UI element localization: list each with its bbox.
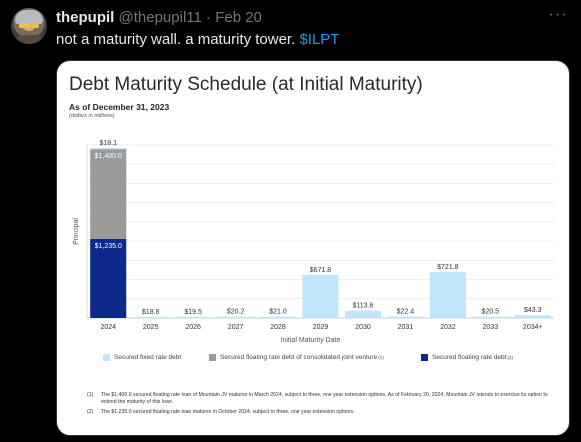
data-label: $18.1: [99, 140, 117, 147]
display-name[interactable]: thepupil: [56, 9, 115, 26]
as-of-date: As of December 31, 2023: [69, 102, 170, 112]
bar-2027-secured-fixed-rate-debt: [217, 316, 254, 318]
bar-2028-secured-fixed-rate-debt: [260, 316, 297, 318]
cashtag-link[interactable]: $ILPT: [299, 31, 340, 48]
data-label: $19.5: [184, 309, 202, 316]
avatar[interactable]: [11, 8, 47, 44]
x-tick-label: 2027: [228, 324, 244, 331]
user-handle[interactable]: @thepupil11: [118, 9, 202, 26]
debt-maturity-chart: $18.1 2024 $18.8 2025 $19.5 2026 $20.2 2027 $21.…: [73, 140, 554, 344]
x-axis-title: Initial Maturity Date: [281, 337, 341, 344]
data-label: $22.4: [397, 309, 415, 316]
data-label: $671.8: [310, 267, 332, 274]
legend-label: Secured floating rate debt of consolidat…: [220, 354, 378, 361]
legend-swatch: [103, 354, 110, 361]
legend-item-floating: Secured floating rate debt (2): [421, 354, 513, 361]
data-label: $18.8: [142, 309, 160, 316]
legend-item-jv: Secured floating rate debt of consolidat…: [209, 354, 384, 361]
data-label: $21.0: [269, 309, 287, 316]
bar-2029-secured-fixed-rate-debt: [302, 274, 339, 318]
legend-label: Secured floating rate debt: [432, 354, 507, 361]
bar-2032-secured-fixed-rate-debt: [429, 271, 466, 318]
footnotes: (1) The $1,400.0 secured floating rate lo…: [87, 392, 557, 419]
data-label: $20.2: [227, 309, 245, 316]
x-tick-label: 2024: [100, 324, 116, 331]
x-tick-label: 2032: [440, 324, 456, 331]
x-tick-label: 2026: [185, 324, 201, 331]
legend-swatch: [209, 354, 216, 361]
data-label: $721.8: [437, 264, 459, 271]
x-tick-label: 2025: [143, 324, 159, 331]
tweet-header: thepupil @thepupil11 · Feb 20: [56, 9, 262, 26]
bar-2031-secured-fixed-rate-debt: [387, 316, 424, 318]
data-label: $43.3: [524, 307, 542, 314]
footnote: (1) The $1,400.0 secured floating rate lo…: [87, 392, 548, 405]
bar-2030-secured-fixed-rate-debt: [344, 310, 381, 318]
y-axis-title: Principal: [73, 218, 80, 245]
tweet-image[interactable]: Debt Maturity Schedule (at Initial Matur…: [56, 60, 570, 436]
x-tick-label: 2031: [398, 324, 414, 331]
x-tick-label: 2029: [313, 324, 329, 331]
legend-swatch: [421, 354, 428, 361]
segment-label: $1,235.0: [95, 243, 122, 250]
post-date[interactable]: Feb 20: [215, 9, 262, 26]
bar-2026-secured-fixed-rate-debt: [175, 316, 212, 318]
bar-2033-secured-fixed-rate-debt: [472, 316, 509, 318]
bar-2024-secured-fixed-rate-debt: [90, 148, 127, 150]
tweet-body: not a maturity wall. a maturity tower.: [56, 31, 296, 48]
x-tick-label: 2028: [270, 324, 286, 331]
bar-2025-secured-fixed-rate-debt: [132, 316, 169, 318]
legend-label: Secured fixed rate debt: [114, 354, 182, 361]
x-tick-label: 2030: [355, 324, 371, 331]
tweet-text: not a maturity wall. a maturity tower. $…: [56, 31, 339, 48]
x-tick-label: 2034+: [523, 324, 543, 331]
units-note: (dollars in millions): [69, 113, 115, 119]
slide-title: Debt Maturity Schedule (at Initial Matur…: [69, 74, 423, 95]
separator-dot: ·: [206, 9, 212, 26]
data-label: $20.5: [482, 309, 500, 316]
bar-2024-secured-floating-rate-debt-of-consolidated-joint-venture: [90, 149, 127, 239]
segment-label: $1,400.0: [95, 153, 122, 160]
bar-2024-secured-floating-rate-debt: [90, 238, 127, 318]
bar-2034+-secured-fixed-rate-debt: [514, 315, 551, 318]
ellipsis-icon[interactable]: ···: [548, 6, 568, 23]
footnote: (2) The $1,235.0 secured floating rate lo…: [87, 409, 355, 415]
legend-item-fixed: Secured fixed rate debt: [103, 354, 182, 361]
x-tick-label: 2033: [483, 324, 499, 331]
data-label: $113.6: [353, 303, 374, 310]
